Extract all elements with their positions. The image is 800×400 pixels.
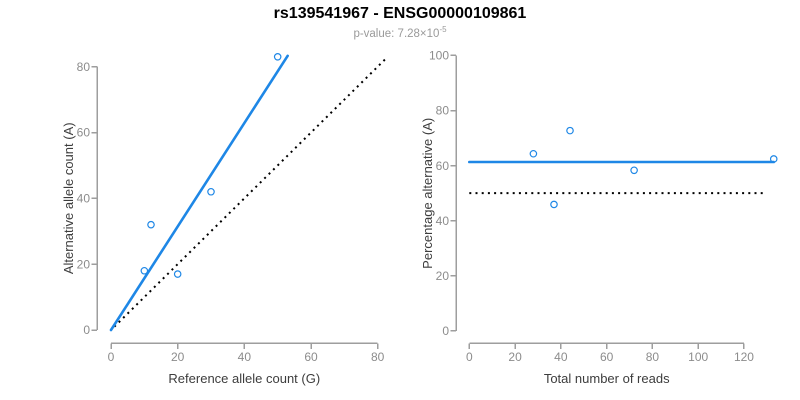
x-tick-label: 40 <box>238 350 252 364</box>
data-point <box>207 187 215 196</box>
y-tick-label: 80 <box>436 104 450 118</box>
x-tick-label: 100 <box>688 350 708 364</box>
data-point <box>769 155 778 163</box>
x-tick-label: 60 <box>600 350 614 364</box>
x-tick-label: 20 <box>171 350 185 364</box>
data-point <box>173 270 182 278</box>
p-value-mantissa: 7.28×10 <box>397 27 440 40</box>
y-tick-label: 0 <box>83 323 90 337</box>
y-tick-label: 20 <box>77 257 91 271</box>
x-tick-label: 0 <box>466 350 473 364</box>
fit-line <box>109 54 289 332</box>
left-scatter-plot: 0 20 40 60 80 0 20 40 60 80 Reference allele count… <box>61 53 389 386</box>
y-tick-label: 40 <box>436 214 450 228</box>
y-tick-label: 60 <box>77 126 91 140</box>
x-tick-label: 120 <box>734 350 754 364</box>
right-scatter-plot: 0 20 40 60 80 100 0 20 40 60 80 100 120 Total number … <box>420 49 778 386</box>
data-point <box>147 220 155 229</box>
y-tick-label: 60 <box>436 159 450 173</box>
y-tick-label: 80 <box>77 60 91 74</box>
x-axis-title: Total number of reads <box>544 371 670 386</box>
x-tick-label: 0 <box>108 350 115 364</box>
p-value-exponent: -5 <box>439 25 447 34</box>
p-value-label: p-value: 7.28×10-5 <box>0 25 800 40</box>
data-point <box>630 166 638 175</box>
page-title: rs139541967 - ENSG00000109861 <box>273 5 527 22</box>
y-tick-label: 20 <box>436 269 450 283</box>
data-point <box>140 266 149 275</box>
y-tick-label: 100 <box>429 49 449 63</box>
x-tick-label: 20 <box>508 350 522 364</box>
data-point <box>566 126 574 135</box>
y-tick-label: 0 <box>442 324 449 338</box>
p-value-prefix: p-value: <box>353 27 398 40</box>
reference-dotted-line <box>113 56 389 328</box>
x-tick-label: 80 <box>371 350 385 364</box>
y-tick-label: 40 <box>77 192 91 206</box>
y-axis-title: Percentage alternative (A) <box>420 118 435 269</box>
x-axis-title: Reference allele count (G) <box>168 371 320 386</box>
y-axis-title: Alternative allele count (A) <box>61 122 76 274</box>
data-point <box>273 53 282 61</box>
x-tick-label: 40 <box>554 350 568 364</box>
x-tick-label: 80 <box>646 350 660 364</box>
data-point <box>550 200 558 209</box>
data-point <box>529 149 538 158</box>
x-tick-label: 60 <box>304 350 318 364</box>
